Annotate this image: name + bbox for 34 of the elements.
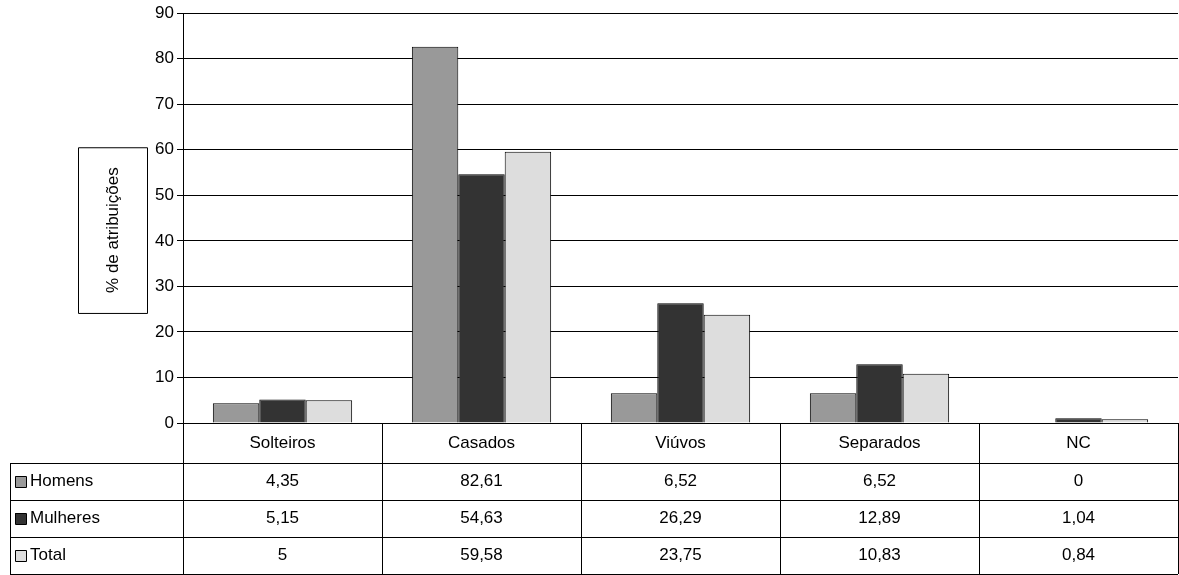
- legend-label: Mulheres: [30, 508, 100, 528]
- y-tick-label: 60: [155, 139, 174, 159]
- y-tick-label: 30: [155, 276, 174, 296]
- legend-label: Total: [30, 545, 66, 565]
- x-tick-label: Separados: [838, 432, 921, 452]
- data-label: 5,15: [265, 508, 300, 528]
- data-label: 59,58: [460, 545, 503, 565]
- data-label: 4,35: [265, 471, 300, 491]
- x-tick-label: Casados: [447, 432, 516, 452]
- y-tick-label: 20: [155, 321, 174, 341]
- y-tick-label: 40: [155, 230, 174, 250]
- x-tick-label: Viúvos: [655, 432, 706, 452]
- data-label: 54,63: [460, 508, 503, 528]
- data-label: 0: [1073, 471, 1084, 491]
- x-tick-label: Solteiros: [249, 432, 316, 452]
- data-label: 26,29: [659, 508, 702, 528]
- data-label: 23,75: [659, 545, 702, 565]
- data-label: 1,04: [1061, 508, 1096, 528]
- y-tick-label: 10: [155, 367, 174, 387]
- y-tick-label: 80: [155, 48, 174, 68]
- data-label: 10,83: [858, 545, 901, 565]
- data-label: 82,61: [460, 471, 503, 491]
- y-tick-label: 50: [155, 185, 174, 205]
- x-tick-label: NC: [1066, 432, 1091, 452]
- y-axis-title: % de atribuições: [102, 167, 122, 293]
- legend-label: Homens: [30, 471, 94, 491]
- data-label: 6,52: [862, 471, 897, 491]
- data-label: 0,84: [1061, 545, 1096, 565]
- data-label: 12,89: [858, 508, 901, 528]
- data-label: 5: [277, 545, 288, 565]
- y-tick-label: 90: [155, 2, 174, 22]
- y-tick-label: 70: [155, 93, 174, 113]
- y-tick-label: 0: [164, 412, 174, 432]
- data-label: 6,52: [663, 471, 698, 491]
